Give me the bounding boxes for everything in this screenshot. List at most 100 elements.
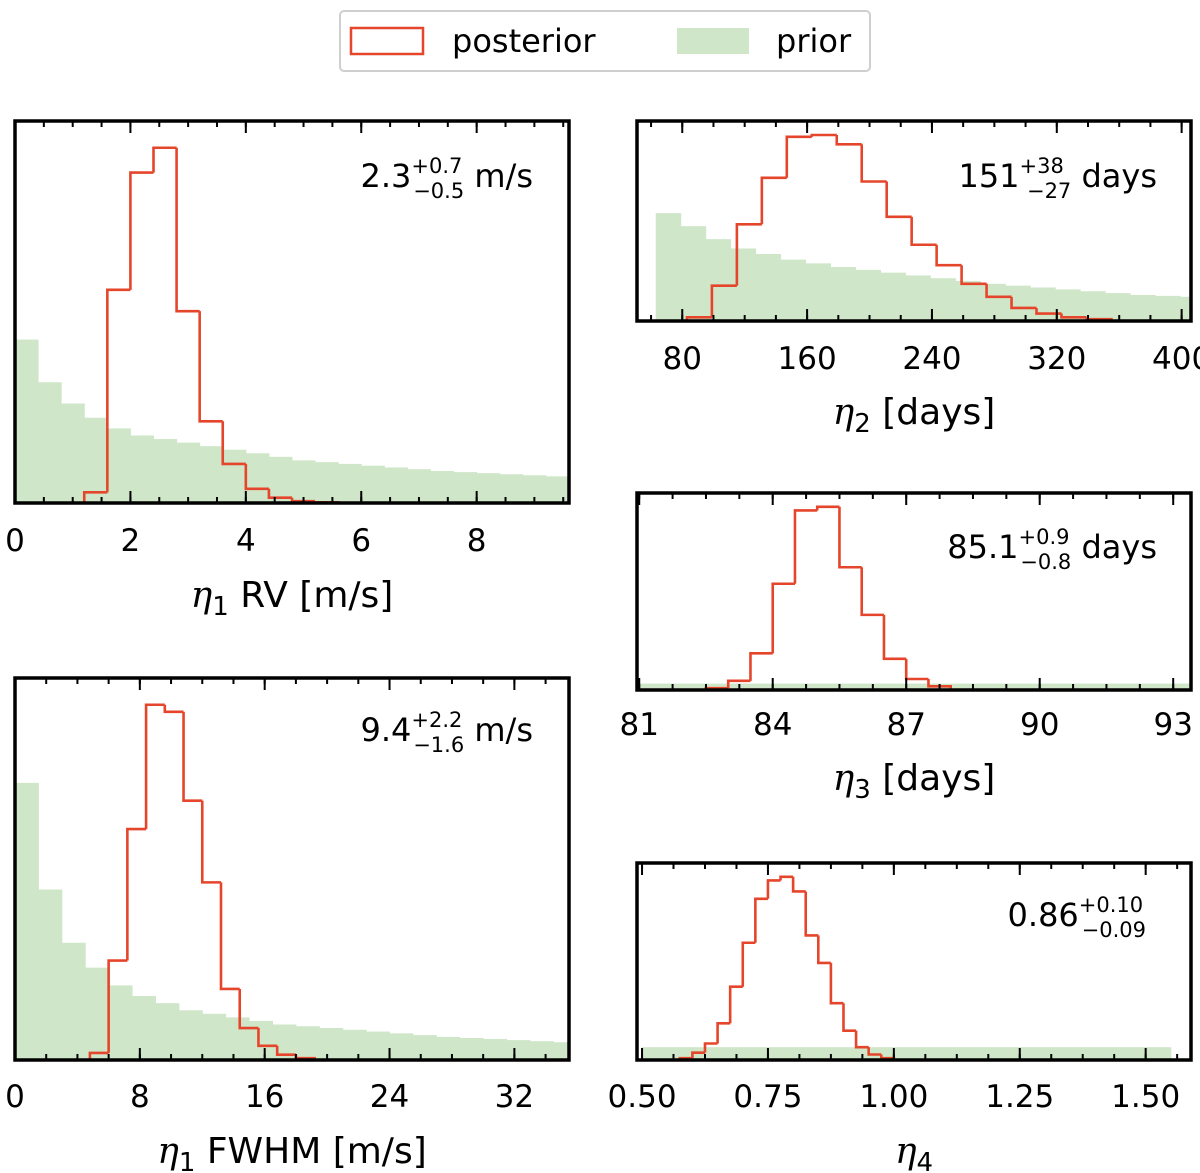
- tick-label: 2: [121, 523, 141, 559]
- tick-label: 90: [1020, 707, 1059, 743]
- posterior-bin: [200, 800, 221, 884]
- prior-bar: [805, 263, 832, 321]
- annotation-value: 85.1: [947, 528, 1018, 566]
- prior-bar: [1044, 1047, 1071, 1060]
- annotation-estimate: 2.3+0.7 −0.5 m/s: [361, 154, 533, 203]
- prior-bar: [1005, 285, 1031, 321]
- prior-bar: [717, 1047, 744, 1060]
- x-axis-label: η1 FWHM [m/s]: [157, 1131, 427, 1173]
- prior-bar: [15, 782, 39, 1060]
- prior-bar: [176, 442, 201, 503]
- prior-bar: [389, 1033, 414, 1060]
- prior-bar: [905, 275, 931, 321]
- annotation-unit: days: [1071, 157, 1157, 195]
- annotation-value: 9.4: [361, 711, 412, 749]
- posterior-bin: [854, 1030, 869, 1049]
- posterior-bin: [728, 985, 743, 1024]
- prior-bar: [319, 1028, 344, 1060]
- panel-eta1-rv: 0 2 4 6 8 2.3+0.7 −0.5 m/s η1 RV [m/s]: [5, 119, 571, 622]
- posterior-bin: [257, 1028, 278, 1048]
- tick-label: 6: [351, 523, 371, 559]
- prior-bar: [61, 403, 85, 503]
- prior-bar: [1017, 683, 1041, 690]
- prior-bar: [222, 449, 247, 503]
- tick-label: 81: [619, 707, 658, 743]
- panel-eta4: 0.50 0.75 1.00 1.25 1.50 0.86+0.10 −0.09 η4: [608, 861, 1193, 1173]
- prior-bar: [268, 456, 293, 503]
- posterior-bin: [935, 244, 962, 267]
- prior-bar: [855, 269, 881, 321]
- annotation-minus: −1.6: [413, 733, 464, 757]
- prior-bar: [1120, 1047, 1147, 1060]
- posterior-bin: [882, 614, 907, 661]
- prior-bar: [639, 683, 662, 690]
- annotation-plus: +2.2: [411, 708, 462, 732]
- prior-bar: [742, 1047, 769, 1060]
- prior-bar: [1055, 289, 1081, 321]
- tick-label: 0.50: [608, 1079, 677, 1115]
- prior-bar: [1150, 683, 1174, 690]
- prior-bar: [930, 278, 956, 321]
- posterior-bin: [221, 421, 246, 466]
- posterior-bin: [107, 959, 128, 1053]
- prior-bar: [830, 267, 856, 321]
- tick-label: 4: [236, 523, 256, 559]
- prior-bar: [130, 435, 154, 503]
- annotation-minus: −0.5: [413, 179, 464, 203]
- posterior-bin: [703, 1042, 718, 1053]
- prior-bar: [245, 453, 270, 503]
- annotation-plus: +0.10: [1079, 893, 1143, 917]
- tick-label: 240: [902, 341, 961, 377]
- posterior-bin: [804, 891, 819, 937]
- annotation-estimate: 9.4+2.2 −1.6 m/s: [361, 708, 533, 757]
- posterior-bin: [716, 1022, 731, 1044]
- posterior-bin: [152, 146, 177, 173]
- annotation-value: 0.86: [1008, 896, 1079, 934]
- prior-bar: [202, 1013, 227, 1060]
- prior-bar: [361, 465, 385, 503]
- prior-bar: [780, 259, 807, 321]
- prior-bar: [107, 428, 131, 503]
- annotation-estimate: 85.1+0.9 −0.8 days: [947, 525, 1157, 574]
- prior-bar: [412, 1035, 437, 1060]
- annotation-plus: +0.7: [411, 154, 462, 178]
- posterior-bin: [88, 1051, 109, 1060]
- posterior-bin: [817, 935, 831, 965]
- prior-bar: [61, 942, 86, 1060]
- posterior-bin: [163, 704, 184, 714]
- prior-bar: [817, 683, 840, 690]
- tick-label: 93: [1153, 707, 1192, 743]
- prior-bar: [315, 462, 339, 503]
- prior-bar: [545, 476, 569, 503]
- posterior-bin: [238, 988, 259, 1030]
- x-axis-label: η2 [days]: [833, 392, 996, 439]
- annotation-plus: +38: [1020, 154, 1064, 178]
- prior-bar: [793, 1047, 819, 1060]
- posterior-bin: [838, 506, 862, 569]
- posterior-bin: [779, 875, 794, 881]
- tick-label: 8: [467, 523, 487, 559]
- prior-bar: [338, 463, 362, 503]
- tick-label: 8: [130, 1079, 150, 1115]
- tick-label: 87: [886, 707, 925, 743]
- posterior-bin: [793, 509, 818, 584]
- tick-label: 1.50: [1111, 1079, 1180, 1115]
- prior-bar: [839, 683, 863, 690]
- posterior-bin: [175, 147, 200, 313]
- posterior-bin: [860, 144, 887, 183]
- prior-bar: [15, 339, 39, 503]
- annotation-plus: +0.9: [1018, 525, 1069, 549]
- prior-bar: [476, 473, 501, 503]
- prior-bar: [522, 475, 547, 503]
- annotation-value: 151: [958, 157, 1019, 195]
- posterior-bin: [275, 1045, 296, 1056]
- prior-bar: [818, 1047, 844, 1060]
- prior-bar: [1145, 1047, 1172, 1060]
- legend-prior-swatch: [677, 28, 749, 54]
- prior-bar: [295, 1026, 320, 1060]
- annotation-estimate: 151+38 −27 days: [958, 154, 1157, 203]
- posterior-bin: [885, 181, 912, 219]
- posterior-bin: [860, 567, 884, 617]
- posterior-bin: [244, 463, 269, 491]
- tick-label: 16: [245, 1079, 284, 1115]
